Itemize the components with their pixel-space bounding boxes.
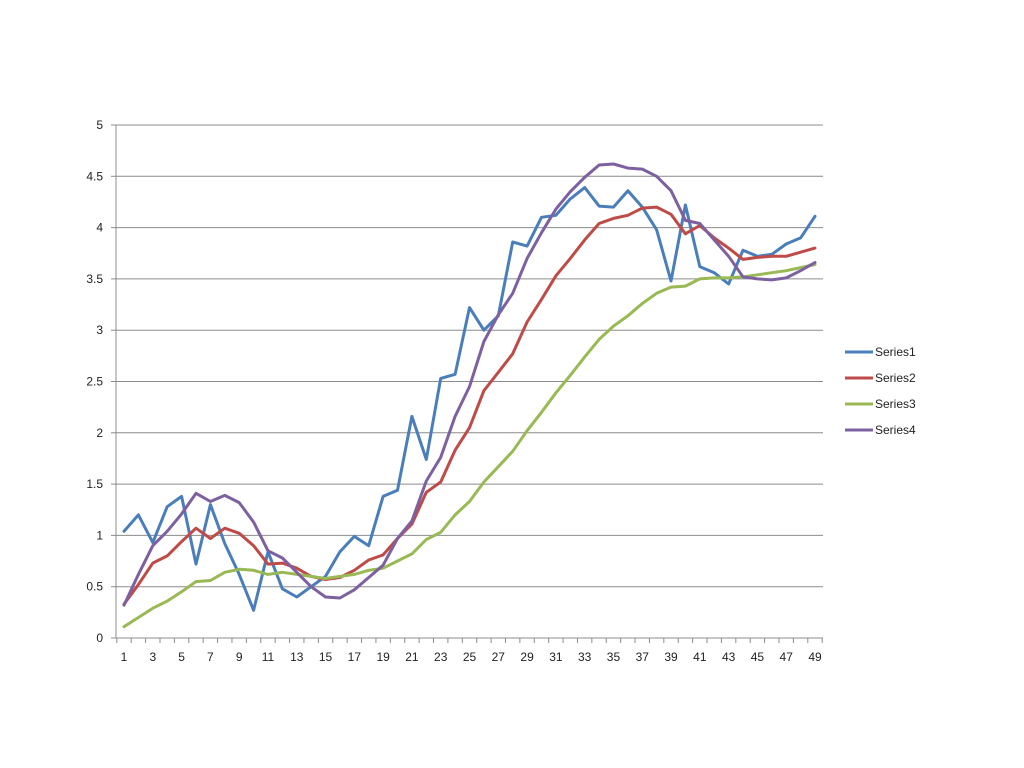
x-tick-label: 15 <box>319 650 333 664</box>
x-tick-label: 35 <box>607 650 621 664</box>
x-tick-label: 41 <box>693 650 707 664</box>
series-line-series4 <box>122 162 817 607</box>
x-tick-label: 17 <box>348 650 362 664</box>
x-tick-label: 21 <box>405 650 419 664</box>
y-tick-label: 0.5 <box>86 580 103 594</box>
x-tick-label: 47 <box>780 650 794 664</box>
x-tick-label: 37 <box>636 650 650 664</box>
x-tick-label: 33 <box>578 650 592 664</box>
x-tick-label: 5 <box>178 650 185 664</box>
x-tick-label: 49 <box>808 650 822 664</box>
x-tick-label: 31 <box>549 650 563 664</box>
y-axis-tick-labels: 0 0.5 1 1.5 2 2.5 3 3.5 4 4.5 5 <box>86 118 103 645</box>
x-tick-label: 29 <box>520 650 534 664</box>
legend-label-series3: Series3 <box>875 397 916 411</box>
axes <box>111 124 823 643</box>
x-tick-label: 39 <box>664 650 678 664</box>
x-axis-tick-labels: 1 3 5 7 9 11 13 15 17 19 21 23 25 27 29 31 33 35 37 39 41 43 4… <box>121 650 822 664</box>
legend-label-series4: Series4 <box>875 423 916 437</box>
x-tick-label: 43 <box>722 650 736 664</box>
gridlines <box>116 124 823 588</box>
legend-label-series1: Series1 <box>875 345 916 359</box>
series-lines <box>122 162 817 629</box>
x-tick-label: 7 <box>207 650 214 664</box>
legend: Series1 Series2 Series3 Series4 <box>845 345 916 437</box>
y-tick-label: 2 <box>96 426 103 440</box>
y-tick-label: 1.5 <box>86 477 103 491</box>
x-tick-label: 1 <box>121 650 128 664</box>
series-line-series3 <box>122 263 817 629</box>
x-tick-label: 23 <box>434 650 448 664</box>
legend-label-series2: Series2 <box>875 371 916 385</box>
y-tick-label: 2.5 <box>86 375 103 389</box>
y-tick-label: 4.5 <box>86 169 103 183</box>
x-tick-label: 27 <box>492 650 506 664</box>
y-tick-label: 3.5 <box>86 272 103 286</box>
y-tick-label: 4 <box>96 221 103 235</box>
x-tick-label: 45 <box>751 650 765 664</box>
y-tick-label: 0 <box>96 631 103 645</box>
series-line-series1 <box>122 186 817 612</box>
x-tick-label: 9 <box>236 650 243 664</box>
x-tick-label: 3 <box>149 650 156 664</box>
x-tick-label: 13 <box>290 650 304 664</box>
y-tick-label: 1 <box>96 528 103 542</box>
series-line-series2 <box>122 205 817 606</box>
x-tick-label: 25 <box>463 650 477 664</box>
x-tick-label: 11 <box>262 650 275 664</box>
x-tick-label: 19 <box>376 650 390 664</box>
y-tick-label: 3 <box>96 323 103 337</box>
y-tick-label: 5 <box>96 118 103 132</box>
